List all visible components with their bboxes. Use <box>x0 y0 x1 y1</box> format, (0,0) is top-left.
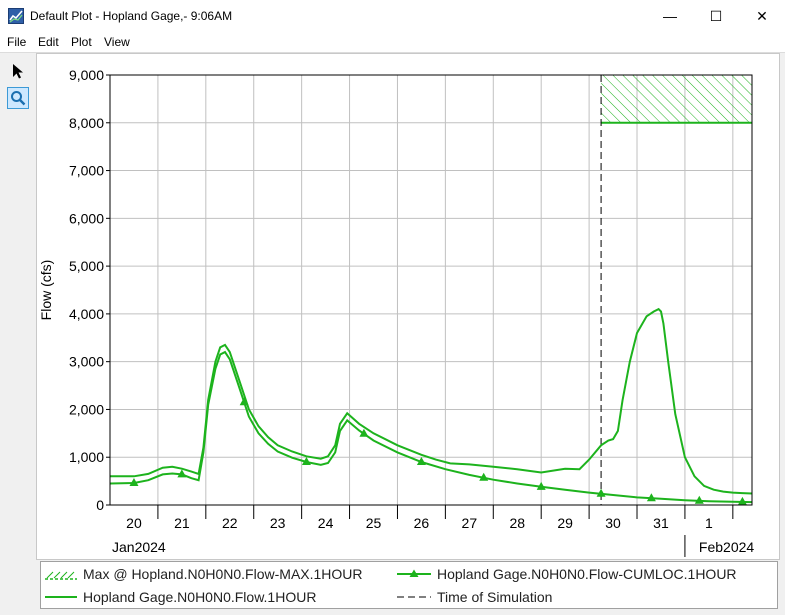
legend-label-cumloc: Hopland Gage.N0H0N0.Flow-CUMLOC.1HOUR <box>437 566 737 582</box>
series-line-flow <box>110 307 752 495</box>
cumloc-marker <box>479 472 489 481</box>
cumloc-marker <box>694 495 704 504</box>
legend-label-flow: Hopland Gage.N0H0N0.Flow.1HOUR <box>83 589 317 605</box>
legend-label-time-of-simulation: Time of Simulation <box>437 589 553 605</box>
legend-item-flow[interactable]: Hopland Gage.N0H0N0.Flow.1HOUR <box>45 587 316 607</box>
zoom-tool-button[interactable] <box>7 87 29 109</box>
app-plot-icon <box>8 8 24 24</box>
title-bar: Default Plot - Hopland Gage,- 9:06AM — ☐… <box>0 0 785 32</box>
menu-bar: File Edit Plot View <box>0 32 785 53</box>
y-tick-label: 6,000 <box>69 210 104 226</box>
x-tick-label: 26 <box>414 515 430 531</box>
x-month-label-jan: Jan2024 <box>112 539 166 555</box>
x-axis-tick-labels: 20 21 22 23 24 25 26 27 28 29 30 31 1 Jan2024 Feb2024 <box>112 515 754 557</box>
pointer-icon <box>13 64 23 79</box>
y-tick-label: 0 <box>96 497 104 513</box>
legend-item-cumloc[interactable]: Hopland Gage.N0H0N0.Flow-CUMLOC.1HOUR <box>397 564 737 584</box>
menu-edit[interactable]: Edit <box>38 35 59 49</box>
x-tick-label: 31 <box>653 515 669 531</box>
legend: Max @ Hopland.N0H0N0.Flow-MAX.1HOUR Hopl… <box>40 561 778 609</box>
pointer-tool-button[interactable] <box>7 60 29 82</box>
menu-file[interactable]: File <box>7 35 27 49</box>
menu-view[interactable]: View <box>104 35 130 49</box>
cumloc-marker <box>646 493 656 502</box>
legend-item-time-of-simulation[interactable]: Time of Simulation <box>397 587 552 607</box>
legend-swatch-hatch-icon <box>45 571 77 580</box>
cumloc-marker <box>359 428 369 437</box>
maximize-button[interactable]: ☐ <box>693 0 739 32</box>
x-tick-label: 21 <box>174 515 190 531</box>
x-tick-label: 30 <box>605 515 621 531</box>
y-tick-label: 5,000 <box>69 258 104 274</box>
legend-label-max: Max @ Hopland.N0H0N0.Flow-MAX.1HOUR <box>83 566 363 582</box>
zoom-icon <box>11 91 26 106</box>
close-button[interactable]: ✕ <box>739 0 785 32</box>
y-tick-label: 1,000 <box>69 449 104 465</box>
cumloc-marker <box>239 397 249 406</box>
minimize-button[interactable]: — <box>647 0 693 32</box>
x-tick-label: 22 <box>222 515 238 531</box>
cumloc-marker <box>177 469 187 478</box>
x-tick-label: 20 <box>126 515 142 531</box>
y-tick-label: 7,000 <box>69 163 104 179</box>
x-tick-label: 23 <box>270 515 286 531</box>
cumloc-marker <box>737 496 747 505</box>
y-tick-label: 4,000 <box>69 306 104 322</box>
legend-swatch-triangle-line-icon <box>397 569 431 577</box>
legend-item-max[interactable]: Max @ Hopland.N0H0N0.Flow-MAX.1HOUR <box>45 564 363 584</box>
minimize-icon: — <box>663 8 677 24</box>
cumloc-marker <box>416 457 426 465</box>
series-lines <box>110 75 752 505</box>
max-threshold-band <box>601 75 752 123</box>
x-tick-label: 25 <box>366 515 382 531</box>
close-icon: ✕ <box>756 7 768 24</box>
y-tick-label: 3,000 <box>69 354 104 370</box>
y-axis-label: Flow (cfs) <box>38 260 54 321</box>
x-month-label-feb: Feb2024 <box>699 539 754 555</box>
legend-swatch-dashed-icon <box>397 596 431 598</box>
y-axis-tick-labels: 0 1,000 2,000 3,000 4,000 5,000 6,000 7,000 8,00… <box>69 67 104 513</box>
plot-panel: 0 1,000 2,000 3,000 4,000 5,000 6,000 7,000 8,00… <box>36 53 780 560</box>
x-tick-label: 24 <box>318 515 334 531</box>
x-tick-label: 27 <box>462 515 478 531</box>
cumloc-marker <box>301 457 311 465</box>
series-line-cumloc <box>110 350 752 504</box>
window-title: Default Plot - Hopland Gage,- 9:06AM <box>30 9 233 23</box>
tool-strip <box>0 53 36 553</box>
menu-plot[interactable]: Plot <box>71 35 92 49</box>
cumloc-marker <box>596 488 606 497</box>
y-tick-label: 2,000 <box>69 401 104 417</box>
x-tick-label: 29 <box>557 515 573 531</box>
plot-frame <box>109 74 753 506</box>
legend-swatch-line-icon <box>45 596 77 598</box>
y-tick-label: 8,000 <box>69 115 104 131</box>
cumloc-marker <box>129 478 139 487</box>
x-tick-label: 1 <box>705 515 713 531</box>
flow-chart[interactable]: 0 1,000 2,000 3,000 4,000 5,000 6,000 7,000 8,00… <box>37 54 779 559</box>
maximize-icon: ☐ <box>709 7 723 24</box>
cumloc-marker <box>536 481 546 490</box>
y-tick-label: 9,000 <box>69 67 104 83</box>
x-tick-label: 28 <box>509 515 525 531</box>
